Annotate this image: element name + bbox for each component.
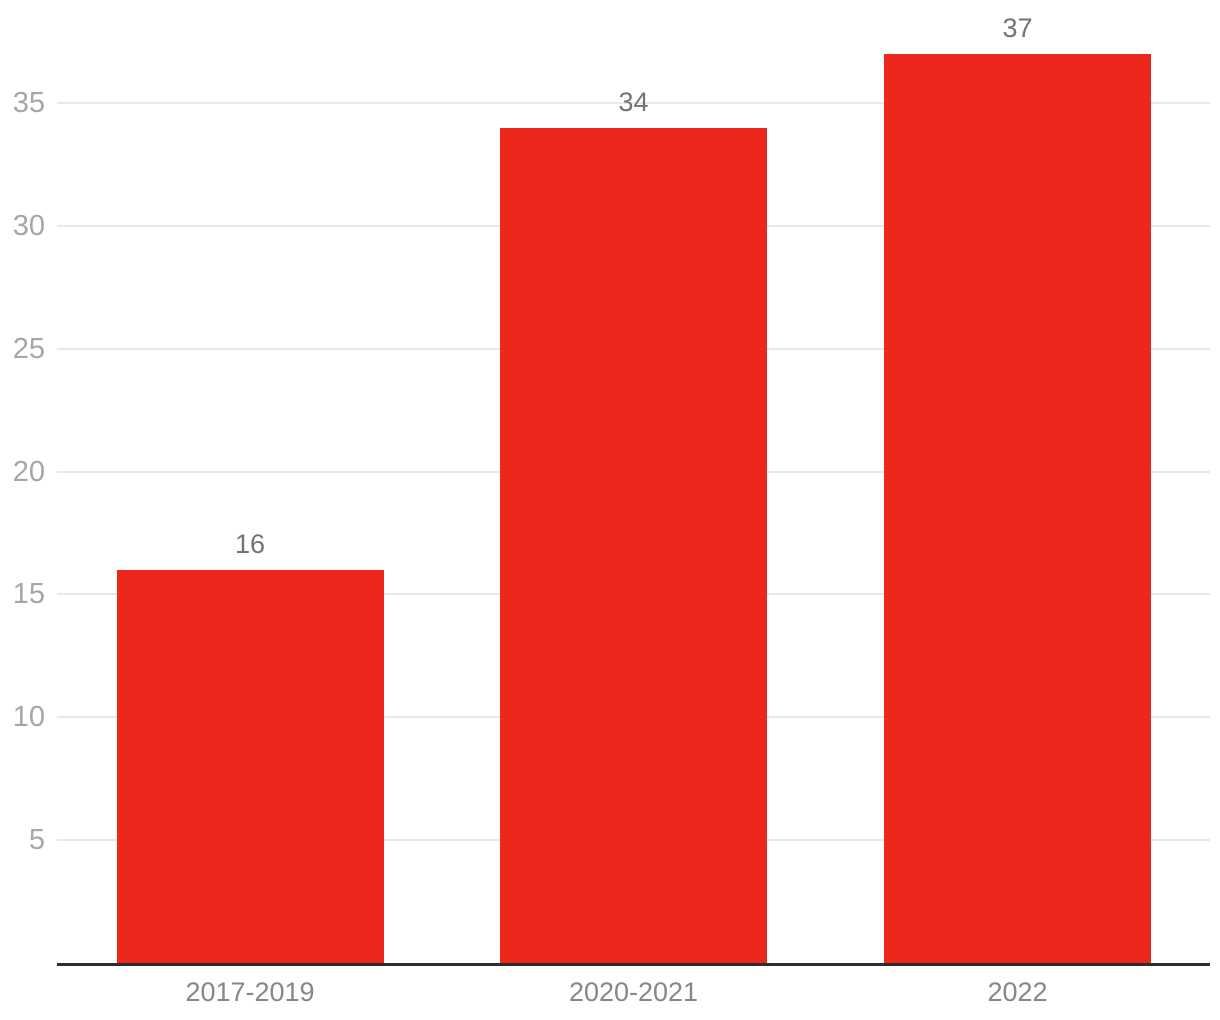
y-tick-label: 35	[12, 87, 45, 119]
gridline	[57, 102, 1210, 104]
x-axis-category-label: 2017-2019	[185, 977, 315, 1007]
x-axis-category-label: 2020-2021	[568, 977, 699, 1007]
bar	[884, 53, 1151, 965]
y-tick-label: 15	[12, 578, 45, 611]
y-tick-label: 25	[12, 332, 45, 365]
y-tick-label: 10	[12, 701, 45, 734]
bar	[116, 569, 384, 965]
x-axis-line	[57, 963, 1210, 966]
bar-value-label: 16	[234, 528, 266, 559]
x-axis-category-label: 2022	[987, 977, 1048, 1007]
bar-value-label: 34	[618, 86, 649, 117]
y-tick-label: 30	[12, 209, 45, 242]
y-tick-label: 20	[12, 455, 45, 488]
bar-value-label: 37	[1002, 12, 1033, 43]
bar	[500, 127, 767, 965]
y-tick-label: 5	[28, 824, 45, 857]
